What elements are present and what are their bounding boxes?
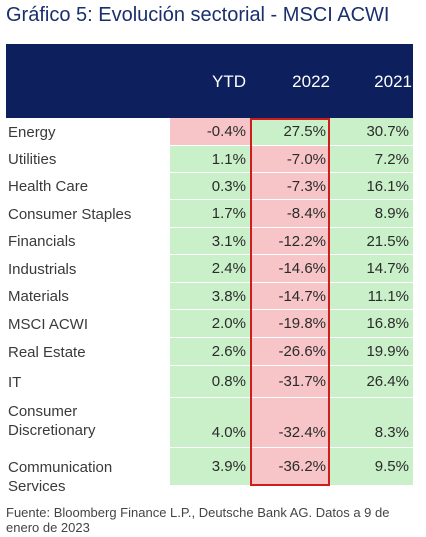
cell-2021: 19.9%: [330, 338, 413, 366]
column-header-ytd: YTD: [212, 72, 246, 91]
column-header-2021: 2021: [374, 72, 412, 91]
row-label: MSCI ACWI: [8, 315, 89, 333]
cell-2021: 30.7%: [330, 118, 413, 146]
table-header: [6, 44, 413, 118]
cell-ytd: 4.0%: [170, 398, 250, 448]
row-label: Materials: [8, 288, 69, 305]
row-label: Communication Services: [8, 458, 113, 495]
cell-2022: -31.7%: [250, 366, 330, 398]
cell-2022: -7.3%: [250, 173, 330, 200]
row-label: Energy: [8, 123, 56, 141]
cell-ytd: 0.3%: [170, 173, 250, 200]
cell-2021: 8.3%: [330, 398, 413, 448]
row-label: Utilities: [8, 151, 57, 168]
cell-2022: -19.8%: [250, 310, 330, 338]
cell-2021: 11.1%: [330, 283, 413, 310]
cell-2021: 26.4%: [330, 366, 413, 398]
cell-ytd: 2.6%: [170, 338, 250, 366]
cell-2021: 21.5%: [330, 228, 413, 255]
source-note: Fuente: Bloomberg Finance L.P., Deutsche…: [6, 505, 390, 535]
cell-2022: -7.0%: [250, 146, 330, 173]
cell-2022: -36.2%: [250, 448, 330, 486]
column-header-2022: 2022: [292, 72, 330, 91]
row-label: Health Care: [8, 178, 89, 195]
cell-2021: 9.5%: [330, 448, 413, 486]
cell-ytd: 3.9%: [170, 448, 250, 486]
row-label: Real Estate: [8, 343, 86, 361]
cell-ytd: 0.8%: [170, 366, 250, 398]
cell-2022: -14.6%: [250, 255, 330, 283]
cell-2022: -12.2%: [250, 228, 330, 255]
cell-2022: 27.5%: [250, 118, 330, 146]
cell-2022: -32.4%: [250, 398, 330, 448]
chart-title: Gráfico 5: Evolución sectorial - MSCI AC…: [6, 4, 390, 26]
row-label: IT: [8, 373, 22, 391]
cell-2021: 16.1%: [330, 173, 413, 200]
cell-ytd: 1.7%: [170, 200, 250, 228]
cell-2021: 7.2%: [330, 146, 413, 173]
cell-ytd: 2.0%: [170, 310, 250, 338]
cell-2021: 16.8%: [330, 310, 413, 338]
row-label: Consumer Staples: [8, 205, 132, 223]
row-label: Industrials: [8, 260, 77, 278]
cell-ytd: -0.4%: [170, 118, 250, 146]
cell-ytd: 2.4%: [170, 255, 250, 283]
cell-2022: -8.4%: [250, 200, 330, 228]
cell-2022: -14.7%: [250, 283, 330, 310]
cell-ytd: 1.1%: [170, 146, 250, 173]
row-label: Consumer Discretionary: [8, 403, 96, 439]
cell-ytd: 3.8%: [170, 283, 250, 310]
cell-ytd: 3.1%: [170, 228, 250, 255]
cell-2021: 8.9%: [330, 200, 413, 228]
cell-2021: 14.7%: [330, 255, 413, 283]
row-label: Financials: [8, 233, 76, 250]
cell-2022: -26.6%: [250, 338, 330, 366]
